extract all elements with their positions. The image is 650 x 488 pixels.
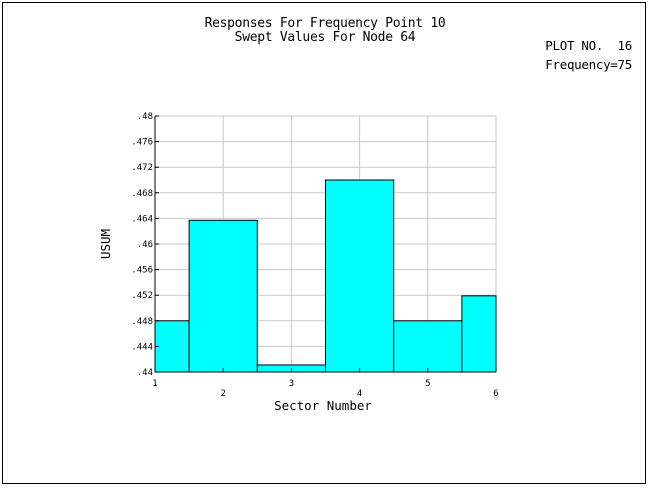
- x-tick-label: 5: [425, 379, 430, 389]
- x-tick-label: 2: [220, 389, 225, 399]
- plot-frame: [2, 2, 646, 484]
- chart-subtitle: Swept Values For Node 64: [234, 30, 416, 45]
- axis-layer: [154, 115, 497, 373]
- y-tick-label: .464: [131, 214, 153, 224]
- y-tick-label: .452: [131, 291, 153, 301]
- chart-title: Responses For Frequency Point 10: [204, 16, 446, 31]
- x-tick-label: 4: [357, 389, 362, 399]
- x-tick-label: 6: [493, 389, 498, 399]
- bar-sector-1: [154, 320, 190, 373]
- y-axis-label: USUM: [98, 229, 113, 259]
- y-tick-label: .448: [131, 317, 153, 327]
- y-tick-label: .456: [131, 266, 153, 276]
- frequency-label: Frequency=75: [545, 57, 632, 72]
- y-tick-label: .46: [137, 240, 153, 250]
- y-tick-label: .48: [137, 112, 153, 122]
- bars-layer: [154, 179, 497, 373]
- y-tick-label: .44: [137, 368, 153, 378]
- x-axis-label: Sector Number: [274, 398, 372, 413]
- x-tick-label: 3: [289, 379, 294, 389]
- plot-number: PLOT NO. 16: [545, 38, 632, 53]
- y-tick-label: .444: [131, 342, 153, 352]
- y-tick-label: .468: [131, 189, 153, 199]
- labels-layer: .44 .444 .448 .452 .456 .46 .464 .468 .472 .476 .4…: [131, 112, 498, 399]
- bar-sector-4: [325, 179, 395, 373]
- x-tick-label: 1: [152, 379, 157, 389]
- bar-sector-5: [393, 320, 463, 373]
- y-tick-label: .472: [131, 163, 153, 173]
- bar-sector-2: [188, 219, 258, 373]
- y-tick-label: .476: [131, 138, 153, 148]
- bar-sector-6: [461, 295, 497, 373]
